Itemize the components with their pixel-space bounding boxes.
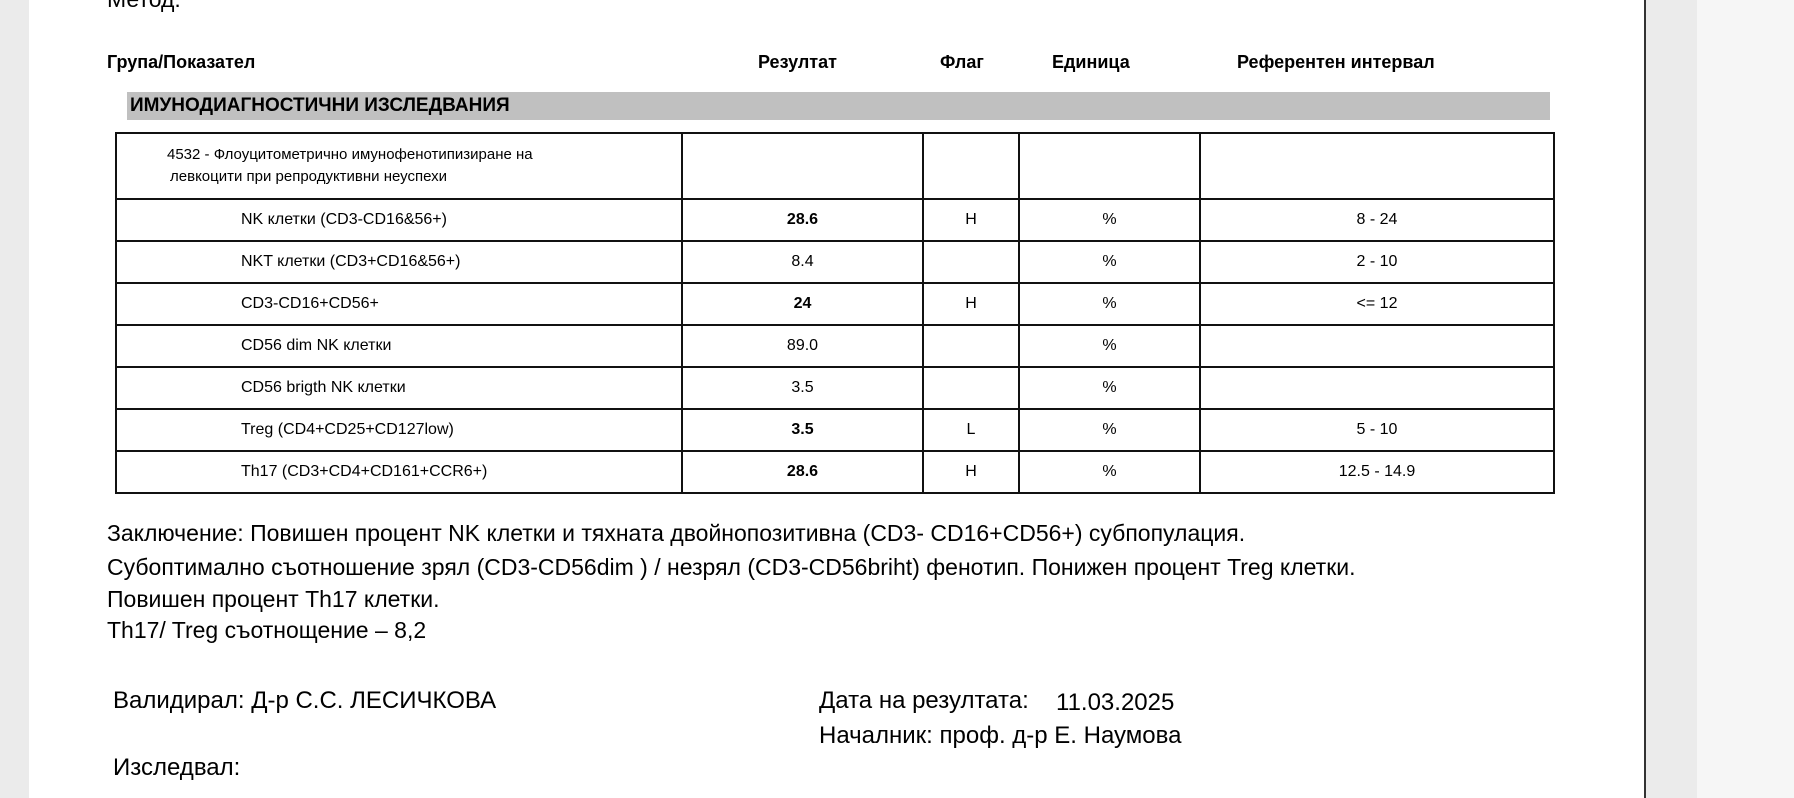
result-row: Treg (CD4+CD25+CD127low) 3.5 L% 5 - 10: [115, 408, 1555, 452]
conclusion-line: Заключение: Повишен процент NK клетки и …: [107, 520, 1246, 546]
flag: H: [922, 282, 1020, 326]
cell: [681, 132, 924, 200]
test-name: 4532 - Флоуцитометрично имунофенотипизир…: [115, 132, 683, 200]
result: 89.0: [681, 324, 924, 368]
reference-range: [1199, 366, 1555, 410]
row-name: CD56 brigth NK клетки: [115, 366, 683, 410]
unit: %: [1018, 198, 1201, 242]
reference-range: 5 - 10: [1199, 408, 1555, 452]
reference-range: 2 - 10: [1199, 240, 1555, 284]
row-name: NK клетки (CD3-CD16&56+): [115, 198, 683, 242]
conclusion-line: Th17/ Treg съотнощение – 8,2: [107, 617, 427, 643]
unit: %: [1018, 324, 1201, 368]
unit: %: [1018, 366, 1201, 410]
column-header: Флаг: [940, 52, 984, 72]
result-row: Th17 (CD3+CD4+CD161+CCR6+) 28.6 H% 12.5 - 1…: [115, 450, 1555, 494]
unit: %: [1018, 450, 1201, 494]
column-header: Единица: [1052, 52, 1130, 72]
result-row: NKT клетки (CD3+CD16&56+) 8.4% 2 - 10: [115, 240, 1555, 284]
cell: [1199, 132, 1555, 200]
cell: [1018, 132, 1201, 200]
row-name: NKT клетки (CD3+CD16&56+): [115, 240, 683, 284]
result: 28.6: [681, 198, 924, 242]
test-row: 4532 - Флоуцитометрично имунофенотипизир…: [115, 132, 1555, 200]
reference-range: 8 - 24: [1199, 198, 1555, 242]
text-line: левкоцити при репродуктивни неуспехи: [170, 168, 448, 185]
flag: H: [922, 198, 1020, 242]
section-title: ИМУНОДИАГНОСТИЧНИ ИЗСЛЕДВАНИЯ: [127, 92, 1550, 120]
column-header: Група/Показател: [107, 52, 256, 72]
unit: %: [1018, 408, 1201, 452]
unit: %: [1018, 282, 1201, 326]
reference-range: [1199, 324, 1555, 368]
result-row: CD3-CD16+CD56+ 24 H% <= 12: [115, 282, 1555, 326]
result: 24: [681, 282, 924, 326]
examined-by: Изследвал:: [113, 754, 241, 781]
result: 3.5: [681, 408, 924, 452]
conclusion-line: Субоптимално съотношение зрял (CD3-CD56d…: [107, 554, 1356, 580]
result-row: CD56 dim NK клетки 89.0%: [115, 324, 1555, 368]
head-of-lab: Началник: проф. д-р Е. Наумова: [819, 722, 1182, 749]
row-name: Treg (CD4+CD25+CD127low): [115, 408, 683, 452]
result-row: CD56 brigth NK клетки 3.5%: [115, 366, 1555, 410]
reference-range: 12.5 - 14.9: [1199, 450, 1555, 494]
reference-range: <= 12: [1199, 282, 1555, 326]
flag: H: [922, 450, 1020, 494]
row-name: CD56 dim NK клетки: [115, 324, 683, 368]
result: 28.6: [681, 450, 924, 494]
results-table: 4532 - Флоуцитометрично имунофенотипизир…: [115, 132, 1555, 494]
conclusion-line: Повишен процент Th17 клетки.: [107, 586, 440, 612]
result: 3.5: [681, 366, 924, 410]
column-header: Резултат: [758, 52, 837, 72]
unit: %: [1018, 240, 1201, 284]
column-header: Референтен интервал: [1237, 52, 1435, 72]
text-line: 4532 - Флоуцитометрично имунофенотипизир…: [167, 146, 533, 163]
row-name: CD3-CD16+CD56+: [115, 282, 683, 326]
flag: [922, 324, 1020, 368]
row-name: Th17 (CD3+CD4+CD161+CCR6+): [115, 450, 683, 494]
result-date: 11.03.2025: [1056, 689, 1175, 716]
method-label: Метод:: [107, 0, 181, 13]
validated-by: Валидирал: Д-р С.С. ЛЕСИЧКОВА: [113, 687, 497, 714]
date-label: Дата на резултата:: [819, 687, 1029, 714]
flag: [922, 366, 1020, 410]
result: 8.4: [681, 240, 924, 284]
flag: [922, 240, 1020, 284]
cell: [922, 132, 1020, 200]
flag: L: [922, 408, 1020, 452]
side-panel: [1697, 0, 1794, 798]
result-row: NK клетки (CD3-CD16&56+) 28.6 H% 8 - 24: [115, 198, 1555, 242]
